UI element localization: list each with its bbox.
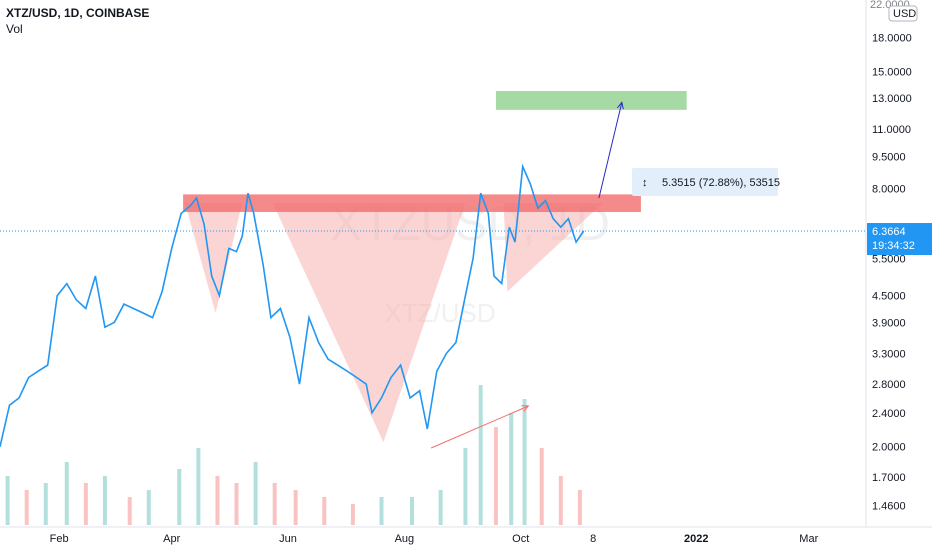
volume-bar: [463, 448, 468, 525]
price-tick-label: 2.8000: [872, 379, 906, 391]
volume-bar: [522, 399, 527, 525]
price-scale[interactable]: 1.4600 1.7000 2.0000 2.4000 2.8000 3.3000 3.90…: [867, 0, 932, 512]
volume-bar: [24, 490, 29, 525]
volume-indicator-label[interactable]: Vol: [6, 22, 23, 36]
resistance-zone: [183, 194, 641, 213]
price-line: [0, 163, 866, 447]
price-tick-label: 8.0000: [872, 183, 906, 195]
pattern-triangle: [503, 202, 603, 292]
volume-bar: [410, 497, 415, 525]
volume-trend-arrow: [430, 405, 529, 449]
volume-bar: [438, 490, 443, 525]
price-tick-label: 3.9000: [872, 317, 906, 329]
volume-bar: [146, 490, 151, 525]
volume-bar: [102, 476, 107, 525]
price-tick-label: 13.0000: [872, 93, 912, 105]
time-tick-label: 8: [590, 533, 596, 545]
volume-bar: [509, 413, 514, 525]
volume-bar: [196, 448, 201, 525]
price-tick-label: 9.5000: [872, 151, 906, 163]
price-tick-label: 15.0000: [872, 66, 912, 78]
volume-bar: [5, 476, 10, 525]
price-scale-background: [866, 0, 932, 527]
volume-bar: [272, 483, 277, 525]
symbol-title[interactable]: XTZ/USD, 1D, COINBASE: [6, 6, 150, 20]
current-price-label: 6.3664: [872, 226, 906, 238]
volume-bar: [493, 427, 498, 525]
arrow-head: [521, 405, 530, 412]
time-tick-label: Oct: [512, 533, 529, 545]
volume-bar: [379, 497, 384, 525]
volume-bar: [234, 483, 239, 525]
arrow-head: [617, 101, 624, 110]
volume-bar: [83, 483, 88, 525]
price-series-line: [0, 163, 585, 447]
volume-bar: [539, 448, 544, 525]
volume-bar: [177, 469, 182, 525]
time-scale-background: [0, 527, 932, 550]
volume-bar: [127, 497, 132, 525]
time-tick-label: Feb: [50, 533, 69, 545]
measure-label: 5.3515 (72.88%), 53515: [662, 177, 780, 189]
pattern-triangle: [185, 202, 243, 314]
bar-countdown-label: 19:34:32: [872, 240, 915, 252]
price-tick-label: 18.0000: [872, 32, 912, 44]
current-price-tag: [867, 223, 932, 256]
volume-bar: [43, 483, 48, 525]
time-scale[interactable]: Feb Apr Jun Aug Oct 8 2022 Mar: [50, 533, 819, 545]
volume-bar: [253, 462, 258, 525]
time-tick-label: Apr: [163, 533, 180, 545]
measure-icon: ↕: [642, 177, 648, 189]
volume-bar: [64, 462, 69, 525]
volume-bars: [5, 385, 582, 525]
volume-bar: [577, 490, 582, 525]
time-tick-label: Mar: [799, 533, 818, 545]
price-tick-label-top: 22.0000: [870, 0, 910, 11]
pattern-triangle: [272, 202, 466, 443]
time-tick-label: Aug: [395, 533, 415, 545]
price-tick-label: 1.7000: [872, 472, 906, 484]
currency-unit-box: [888, 5, 918, 22]
pattern-drawings: [183, 90, 687, 443]
volume-bar: [478, 385, 483, 525]
overlay: ↕ 5.3515 (72.88%), 53515: [430, 101, 780, 449]
price-tick-label: 4.5000: [872, 291, 906, 303]
volume-bar: [322, 497, 327, 525]
price-tick-label: 3.3000: [872, 348, 906, 360]
currency-unit: USD: [893, 8, 916, 20]
price-tick-label: 11.0000: [872, 124, 911, 136]
breakout-arrow: [598, 102, 623, 199]
measure-label-box: [632, 168, 778, 196]
time-tick-label: Jun: [279, 533, 297, 545]
target-zone: [495, 90, 687, 110]
price-tick-label: 2.4000: [872, 408, 906, 420]
price-tick-label: 1.4600: [872, 500, 906, 512]
volume-bar: [215, 476, 220, 525]
volume-bar: [293, 490, 298, 525]
volume-bar: [350, 504, 355, 525]
price-tick-label: 2.0000: [872, 442, 906, 454]
time-tick-label: 2022: [684, 533, 708, 545]
price-tick-label: 5.5000: [872, 253, 906, 265]
volume-bar: [558, 476, 563, 525]
